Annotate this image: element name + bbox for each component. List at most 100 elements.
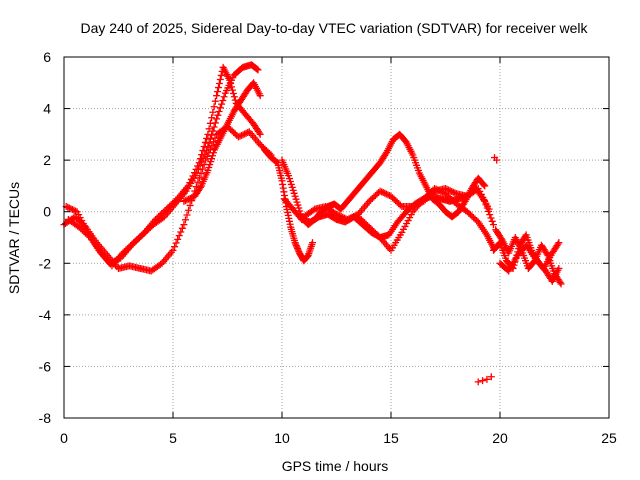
data-point: [183, 211, 191, 219]
data-point: [68, 206, 76, 214]
data-point: [214, 84, 222, 92]
data-point: [234, 133, 242, 141]
data-point: [209, 108, 217, 116]
x-tick-label: 15: [383, 430, 399, 446]
data-point: [378, 188, 386, 196]
data-point: [337, 213, 345, 221]
data-point: [217, 71, 225, 79]
data-point: [253, 65, 261, 73]
data-point: [555, 239, 563, 247]
data-point: [381, 189, 389, 197]
data-point: [340, 214, 348, 222]
data-point: [345, 215, 353, 223]
data-point: [169, 246, 177, 254]
y-tick-label: -6: [39, 358, 52, 374]
data-point: [244, 129, 252, 137]
data-point: [382, 190, 390, 198]
data-point: [199, 147, 207, 155]
data-point: [488, 217, 496, 225]
data-point: [474, 378, 482, 386]
x-tick-label: 25: [601, 430, 617, 446]
data-point: [228, 83, 236, 91]
data-point: [489, 221, 497, 229]
data-point: [206, 135, 214, 143]
x-tick-labels: 0 5 10 15 20 25: [60, 430, 617, 446]
y-tick-label: -2: [39, 255, 52, 271]
y-tick-label: 4: [43, 101, 51, 117]
series-track-11: [492, 226, 565, 288]
plot-frame: [63, 56, 610, 419]
data-point: [196, 183, 204, 191]
data-point: [204, 130, 212, 138]
data-point: [214, 111, 222, 119]
data-point: [273, 158, 281, 166]
y-tick-label: 0: [43, 204, 51, 220]
data-point: [188, 194, 196, 202]
data-point: [379, 189, 387, 197]
data-point: [487, 373, 495, 381]
data-point: [171, 243, 179, 251]
y-tick-label: 6: [43, 49, 51, 65]
data-point: [448, 187, 456, 195]
data-point: [67, 205, 75, 213]
data-point: [183, 196, 191, 204]
data-point: [205, 139, 213, 147]
data-point: [215, 108, 223, 116]
data-point: [192, 165, 200, 173]
data-point: [216, 104, 224, 112]
data-point: [434, 186, 442, 194]
data-point: [180, 197, 188, 205]
data-point: [483, 375, 491, 383]
y-tick-label: -4: [39, 307, 52, 323]
data-point: [209, 127, 217, 135]
data-point: [226, 76, 234, 84]
data-point: [194, 178, 202, 186]
data-point: [481, 182, 489, 190]
data-point: [348, 213, 356, 221]
data-point: [203, 134, 211, 142]
data-point: [214, 88, 222, 96]
data-point: [554, 240, 562, 248]
data-point: [333, 210, 340, 218]
data-point: [451, 189, 459, 197]
grid: [64, 57, 609, 418]
data-point: [184, 182, 192, 190]
data-point: [256, 92, 264, 100]
data-point: [557, 280, 565, 288]
data-point: [446, 187, 454, 195]
data-point: [339, 213, 347, 221]
data-point: [431, 185, 439, 193]
data-point: [178, 224, 186, 232]
data-points: [60, 61, 565, 386]
data-point: [376, 187, 384, 195]
data-point: [556, 278, 564, 286]
data-point: [435, 187, 443, 195]
data-point: [208, 114, 216, 122]
data-point: [213, 92, 221, 100]
data-point: [334, 211, 342, 219]
series-outliers: [474, 154, 501, 386]
data-point: [449, 188, 457, 196]
data-point: [65, 204, 73, 212]
data-point: [443, 185, 451, 193]
data-point: [238, 131, 246, 139]
data-point: [175, 232, 183, 240]
series-track-12: [496, 239, 563, 275]
data-point: [187, 175, 195, 183]
data-point: [555, 264, 563, 272]
data-point: [218, 100, 226, 108]
data-point: [396, 201, 404, 209]
data-point: [201, 138, 209, 146]
y-tick-label: -8: [39, 410, 52, 426]
data-point: [70, 206, 78, 214]
data-point: [186, 179, 194, 187]
data-point: [206, 119, 214, 127]
data-point: [200, 143, 208, 151]
data-point: [186, 201, 194, 209]
data-point: [480, 181, 488, 189]
data-point: [384, 191, 392, 199]
data-point: [177, 228, 185, 236]
data-point: [186, 194, 194, 202]
data-point: [181, 216, 189, 224]
